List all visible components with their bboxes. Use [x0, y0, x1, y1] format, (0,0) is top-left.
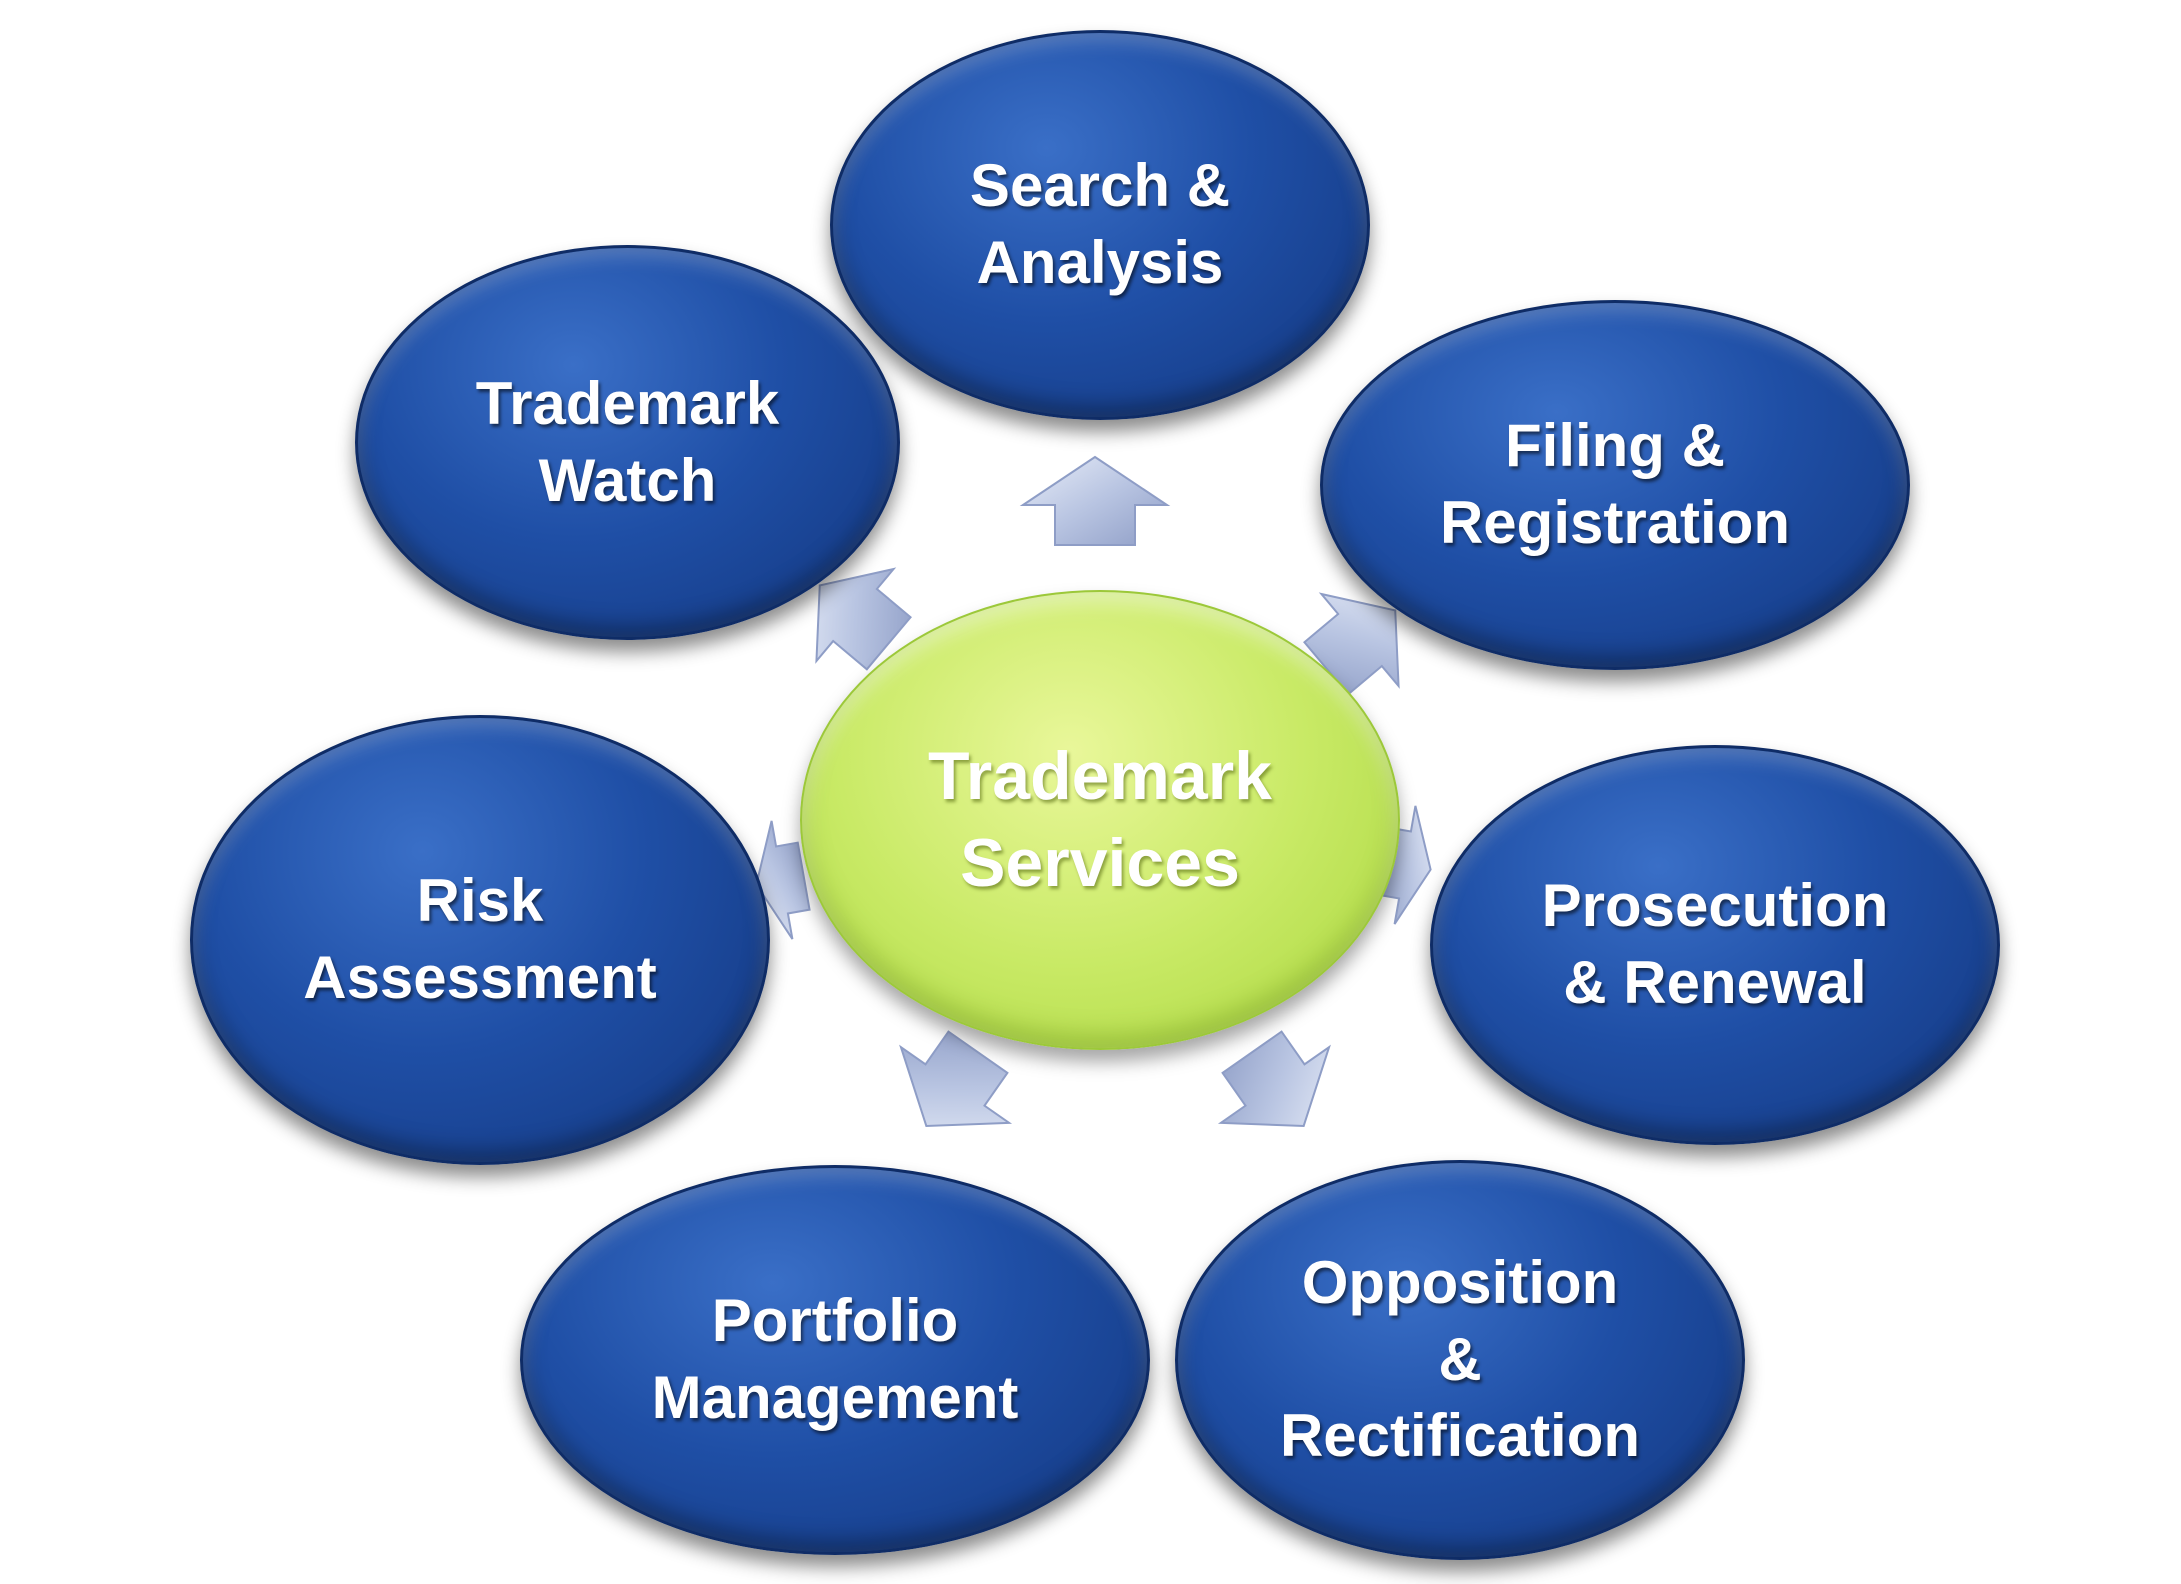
- node-risk-assessment: Risk Assessment: [190, 715, 770, 1165]
- node-portfolio-management-label: Portfolio Management: [651, 1287, 1019, 1431]
- center-node-trademark-services: Trademark Services: [800, 590, 1400, 1050]
- node-filing-registration-label: Filing & Registration: [1439, 412, 1791, 556]
- node-trademark-watch: Trademark Watch: [355, 245, 900, 640]
- node-prosecution-renewal: Prosecution & Renewal: [1430, 745, 2000, 1145]
- node-filing-registration: Filing & Registration: [1320, 300, 1910, 670]
- node-opposition-rectification: Opposition & Rectification: [1175, 1160, 1745, 1560]
- node-trademark-watch-label: Trademark Watch: [475, 369, 780, 514]
- center-node-label: Trademark Services: [928, 737, 1272, 901]
- node-portfolio-management: Portfolio Management: [520, 1165, 1150, 1555]
- node-search-analysis-label: Search & Analysis: [969, 152, 1231, 296]
- node-prosecution-renewal-label: Prosecution & Renewal: [1541, 872, 1889, 1016]
- arrow-to-opposition: [1217, 1030, 1331, 1127]
- node-risk-assessment-label: Risk Assessment: [303, 867, 657, 1011]
- node-search-analysis: Search & Analysis: [830, 30, 1370, 420]
- arrow-to-search: [1019, 455, 1171, 546]
- node-opposition-rectification-label: Opposition & Rectification: [1279, 1248, 1641, 1470]
